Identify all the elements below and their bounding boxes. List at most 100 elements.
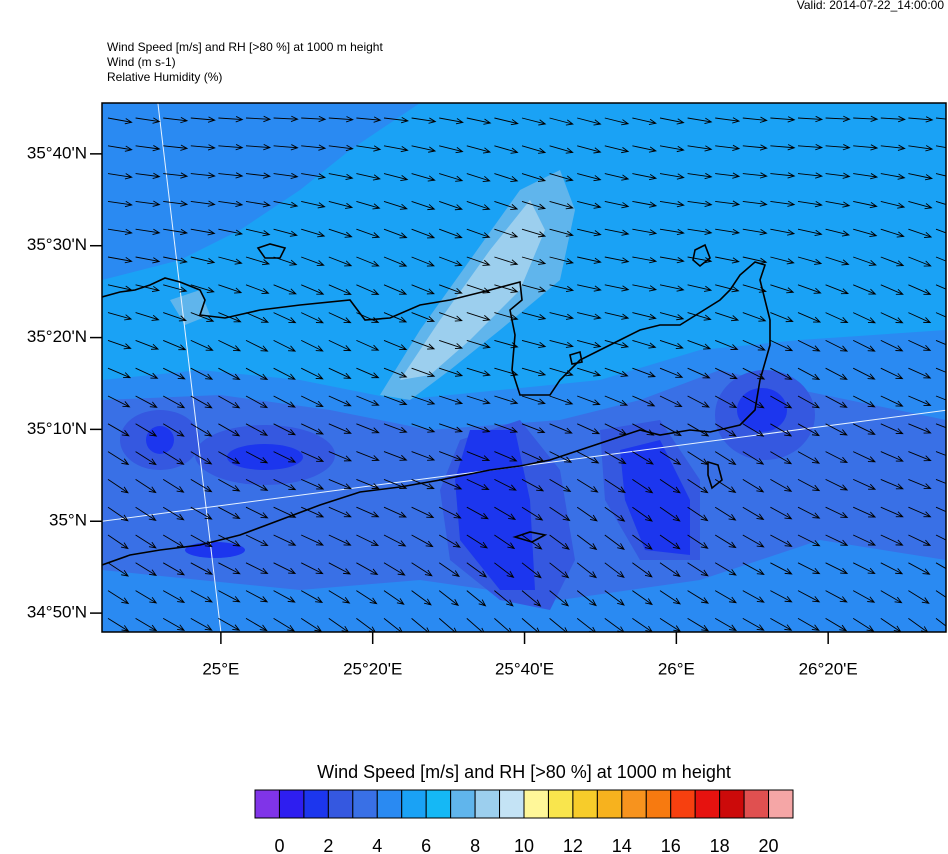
wind-arrow	[742, 506, 765, 521]
wind-arrow	[521, 339, 547, 348]
colorbar-box	[303, 789, 329, 819]
wind-arrow	[742, 479, 765, 493]
wind-arrow	[218, 116, 244, 123]
wind-arrow	[383, 618, 403, 632]
wind-arrow	[328, 395, 352, 407]
wind-arrow	[328, 228, 353, 238]
wind-arrow	[549, 423, 573, 434]
wind-arrow	[383, 506, 407, 518]
wind-arrow	[521, 284, 547, 293]
coast-island	[256, 243, 287, 259]
wind-arrow	[935, 117, 946, 120]
wind-arrow	[576, 479, 599, 493]
wind-arrow	[715, 228, 741, 236]
wind-arrow	[632, 117, 657, 125]
coastline	[102, 243, 771, 566]
wind-arrow	[273, 200, 299, 208]
colorbar-box	[499, 789, 525, 819]
wind-arrow	[163, 172, 189, 179]
colorbar-tick-label: 12	[563, 836, 583, 854]
wind-arrow	[549, 618, 568, 632]
wind-arrow	[853, 115, 879, 123]
wind-arrow	[328, 534, 352, 546]
wind-arrow	[273, 339, 297, 352]
wind-arrow	[797, 534, 821, 547]
wind-arrow	[687, 562, 709, 577]
wind-arrow	[439, 284, 463, 294]
wind-arrow	[383, 145, 409, 153]
wind-arrow	[742, 618, 765, 631]
wind-arrow	[797, 284, 822, 294]
wind-arrow	[466, 367, 491, 377]
wind-arrow	[494, 173, 519, 182]
wind-arrow	[273, 618, 296, 632]
wind-arrow	[687, 618, 710, 632]
wind-arrow	[714, 590, 737, 604]
wind-arrow	[632, 506, 653, 522]
wind-arrow	[494, 200, 519, 210]
colorbar-box	[572, 789, 598, 819]
wind-arrow	[853, 451, 876, 463]
colorbar-box	[278, 789, 305, 819]
wind-arrow	[411, 534, 434, 548]
wind-arrow	[549, 200, 574, 210]
wind-arrow	[466, 173, 491, 182]
wind-arrow	[715, 339, 739, 350]
wind-arrow	[466, 451, 491, 462]
wind-arrow	[770, 256, 795, 265]
wind-arrow	[935, 367, 946, 373]
wind-arrow	[521, 173, 547, 182]
wind-arrow	[356, 145, 382, 152]
wind-arrow	[218, 284, 243, 294]
wind-arrow	[218, 144, 244, 151]
wind-arrow	[356, 534, 380, 547]
wind-arrow	[328, 144, 354, 152]
wind-arrow	[439, 339, 464, 350]
wind-arrow	[742, 590, 765, 603]
wind-arrow	[273, 144, 299, 151]
wind-arrow	[494, 506, 517, 520]
wind-arrow	[383, 451, 408, 461]
wind-arrow	[825, 200, 851, 208]
wind-arrow	[356, 451, 380, 462]
wind-arrow	[604, 479, 626, 494]
wind-arrow	[466, 506, 489, 520]
wind-arrow	[107, 618, 130, 632]
wind-arrow	[411, 256, 435, 267]
wind-arrow	[880, 451, 904, 462]
wind-arrow	[328, 618, 349, 632]
contour	[185, 542, 245, 558]
wind-arrow	[190, 395, 213, 409]
wind-arrow	[577, 395, 601, 406]
wind-arrow	[632, 312, 657, 320]
wind-arrow	[190, 144, 216, 151]
wind-arrow	[604, 256, 630, 264]
wind-arrow	[494, 562, 515, 579]
wind-arrow	[632, 145, 657, 153]
wind-arrow	[245, 228, 271, 237]
wind-arrow	[521, 145, 547, 154]
wind-arrow	[715, 172, 741, 179]
wind-arrow	[328, 339, 352, 352]
colorbar-box	[719, 789, 745, 819]
wind-arrow	[797, 200, 823, 208]
wind-arrow	[880, 173, 906, 180]
wind-arrow	[135, 395, 158, 408]
colorbar-box	[596, 789, 623, 819]
wind-arrow	[908, 423, 932, 434]
colorbar-tick-label: 6	[421, 836, 431, 854]
wind-arrow	[770, 339, 794, 352]
wind-arrow	[521, 479, 545, 492]
wind-arrow	[245, 506, 269, 519]
wind-arrow	[301, 312, 324, 324]
wind-arrow	[604, 506, 626, 522]
wind-arrow	[853, 144, 879, 151]
wind-arrow	[273, 284, 297, 295]
lat-tick-label: 35°40'N	[27, 143, 87, 162]
wind-arrow	[880, 590, 903, 604]
wind-arrow	[107, 506, 129, 522]
wind-arrow	[825, 172, 851, 179]
wind-arrow	[770, 367, 793, 380]
wind-arrow	[853, 423, 876, 435]
wind-arrow	[162, 451, 185, 465]
